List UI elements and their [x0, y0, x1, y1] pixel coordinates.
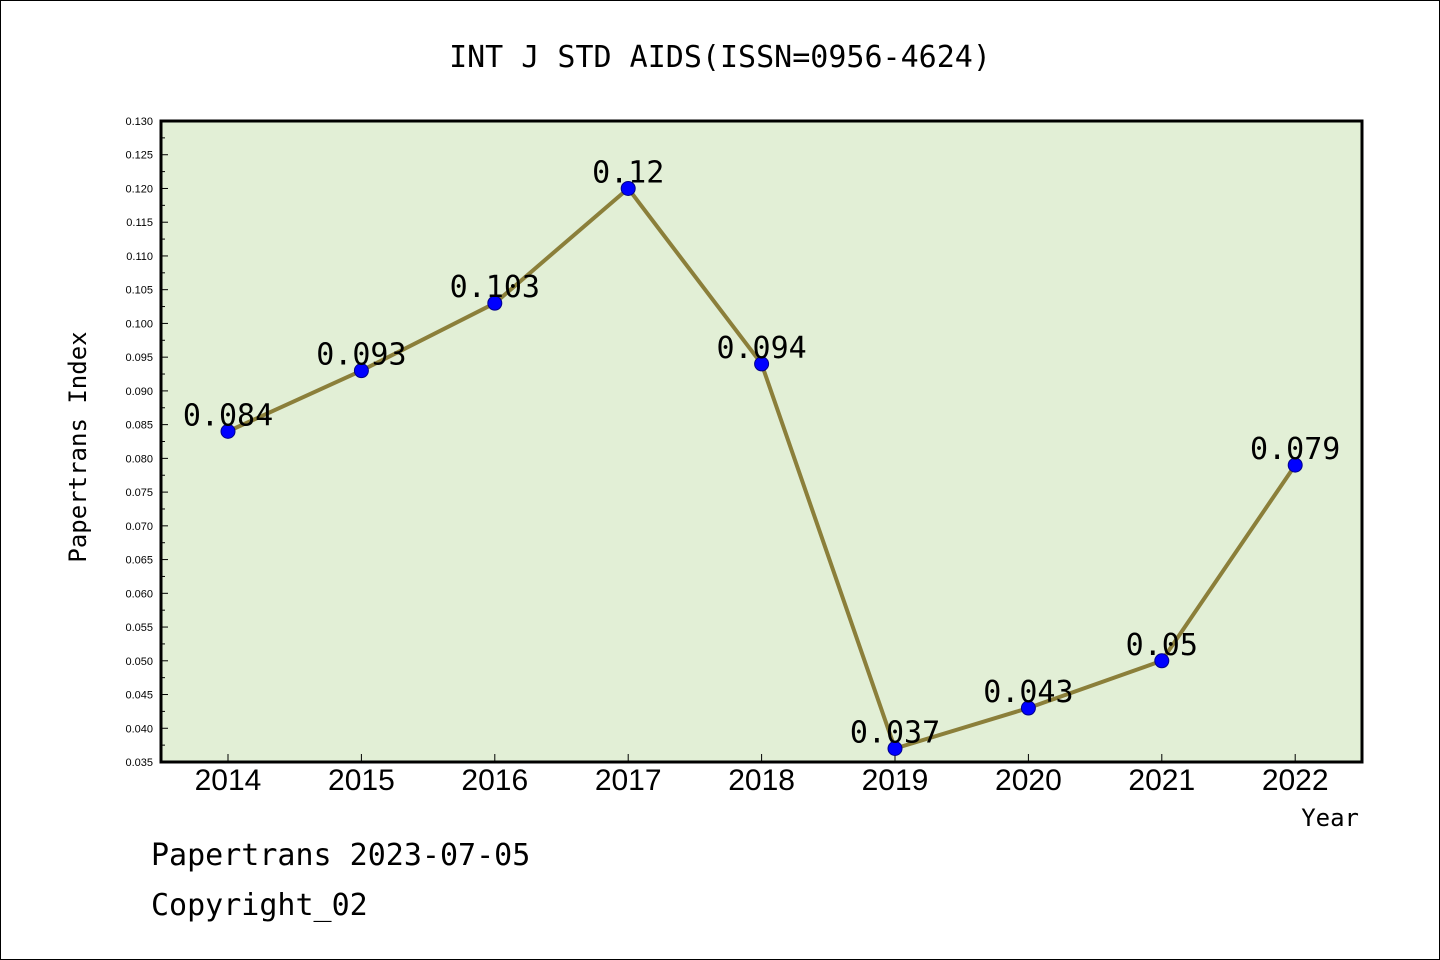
data-point [487, 295, 503, 311]
data-label: 0.103 [450, 270, 540, 305]
plot-frame [159, 119, 1364, 764]
x-tick-label: 2019 [862, 764, 929, 797]
y-tick-label: 0.100 [125, 318, 153, 330]
data-point [754, 356, 770, 372]
data-point [1020, 700, 1036, 716]
plot-area [161, 121, 1362, 762]
y-tick-label: 0.075 [125, 487, 153, 499]
data-label: 0.05 [1126, 628, 1198, 663]
x-tick-label: 2021 [1128, 764, 1195, 797]
y-tick-label: 0.080 [125, 453, 153, 465]
data-label: 0.094 [716, 331, 806, 366]
x-tick-label: 2014 [195, 764, 262, 797]
data-points [220, 180, 1303, 757]
x-axis-label: Year [1301, 804, 1359, 832]
y-tick-label: 0.085 [125, 420, 153, 432]
data-label: 0.12 [592, 155, 664, 190]
y-tick-label: 0.035 [125, 757, 153, 769]
y-tick-label: 0.050 [125, 656, 153, 668]
data-point [1287, 457, 1303, 473]
x-axis: 2014 2015 2016 2017 2018 2019 2020 2021 2022 [195, 754, 1329, 797]
data-point [1154, 653, 1170, 669]
data-label: 0.084 [183, 398, 273, 433]
y-tick-label: 0.040 [125, 723, 153, 735]
data-label: 0.093 [316, 338, 406, 373]
y-tick-label: 0.115 [126, 217, 153, 229]
x-tick-label: 2022 [1262, 764, 1329, 797]
data-label: 0.037 [850, 716, 940, 751]
data-label: 0.043 [983, 675, 1073, 710]
footer-date: Papertrans 2023-07-05 [151, 838, 530, 873]
data-point [220, 423, 236, 439]
footer-copyright: Copyright_02 [151, 888, 368, 923]
y-tick-label: 0.125 [125, 150, 153, 162]
y-tick-label: 0.065 [125, 555, 153, 567]
y-tick-label: 0.105 [125, 285, 153, 297]
y-tick-label: 0.070 [125, 521, 153, 533]
data-label: 0.079 [1250, 432, 1340, 467]
y-axis-label: Papertrans Index [64, 331, 92, 562]
y-tick-label: 0.090 [125, 386, 153, 398]
y-tick-label: 0.095 [125, 352, 153, 364]
y-axis: 0.035 0.040 0.045 0.050 0.055 0.060 0.065 0.070… [125, 116, 168, 769]
x-tick-label: 2018 [728, 764, 795, 797]
data-point [620, 180, 636, 196]
chart-title: INT J STD AIDS(ISSN=0956-4624) [449, 40, 991, 75]
y-tick-label: 0.060 [125, 588, 153, 600]
data-point [887, 741, 903, 757]
x-tick-label: 2016 [461, 764, 528, 797]
x-tick-label: 2015 [328, 764, 395, 797]
y-tick-label: 0.130 [125, 116, 153, 128]
y-tick-label: 0.120 [125, 183, 153, 195]
data-point [353, 363, 369, 379]
y-tick-label: 0.045 [125, 690, 153, 702]
y-tick-label: 0.110 [126, 251, 153, 263]
y-tick-label: 0.055 [125, 622, 153, 634]
x-tick-label: 2017 [595, 764, 662, 797]
x-tick-label: 2020 [995, 764, 1062, 797]
data-labels: 0.084 0.093 0.103 0.12 0.094 0.037 0.043 0.05 0.… [183, 155, 1341, 750]
